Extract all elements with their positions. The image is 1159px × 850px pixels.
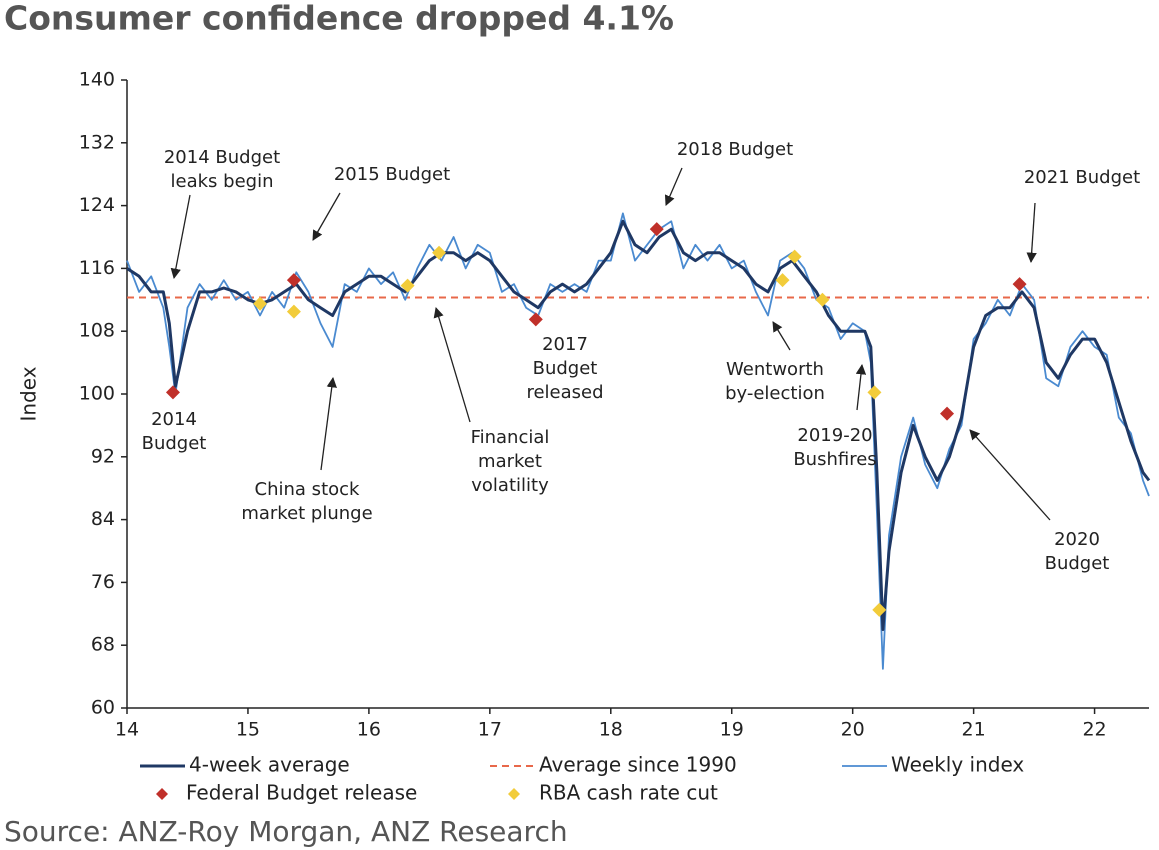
y-tick-label: 76 [91, 571, 115, 593]
marker [815, 292, 830, 307]
legend-label: RBA cash rate cut [539, 781, 718, 805]
annotation: market [478, 451, 542, 472]
marker [940, 406, 955, 421]
y-tick-label: 100 [79, 383, 115, 405]
source: Source: ANZ-Roy Morgan, ANZ Research [4, 815, 568, 848]
marker [528, 312, 543, 327]
annotation-arrow [433, 307, 471, 423]
annotation: market plunge [241, 503, 372, 524]
marker [1012, 277, 1027, 292]
annotation: Budget [142, 433, 207, 454]
y-tick-label: 116 [79, 257, 115, 279]
y-tick-label: 132 [79, 131, 115, 153]
x-tick-label: 17 [478, 719, 502, 741]
annotation-arrow [320, 376, 337, 471]
x-tick-label: 21 [962, 719, 986, 741]
annotation: 2017 [542, 334, 588, 355]
x-tick-label: 22 [1082, 719, 1106, 741]
x-tick-label: 16 [357, 719, 381, 741]
x-tick-label: 18 [599, 719, 623, 741]
annotation: Financial [471, 427, 550, 448]
y-tick-label: 60 [91, 697, 115, 719]
annotation: 2014 [151, 409, 197, 430]
annotation: Budget [533, 358, 598, 379]
annotation-arrow [312, 192, 341, 241]
annotation: released [526, 382, 603, 403]
marker [867, 385, 882, 400]
annotation: 2014 Budget [164, 147, 280, 168]
marker [649, 222, 664, 237]
annotation: China stock [255, 479, 360, 500]
marker [286, 273, 301, 288]
x-tick-label: 14 [115, 719, 139, 741]
y-tick-label: 92 [91, 445, 115, 467]
marker [286, 304, 301, 319]
marker [432, 245, 447, 260]
annotation: volatility [471, 475, 549, 496]
y-tick-label: 124 [79, 194, 115, 216]
annotation: 2018 Budget [677, 139, 793, 160]
annotation: by-election [725, 383, 825, 404]
legend-swatch [156, 788, 168, 800]
legend-label: Weekly index [891, 753, 1024, 777]
annotation-arrow [170, 194, 191, 280]
y-tick-label: 68 [91, 634, 115, 656]
marker [775, 273, 790, 288]
chart-title: Consumer confidence dropped 4.1% [4, 0, 674, 38]
annotation: leaks begin [171, 171, 274, 192]
annotation: 2019-20 [797, 425, 872, 446]
annotation-arrow [1026, 202, 1037, 264]
annotation-arrow [664, 167, 683, 206]
annotation: 2021 Budget [1024, 167, 1140, 188]
annotation: 2015 Budget [334, 164, 450, 185]
series-line [126, 219, 1151, 631]
x-tick-label: 20 [841, 719, 865, 741]
y-axis-label: Index [17, 366, 41, 421]
y-tick-label: 140 [79, 69, 115, 91]
marker [787, 249, 802, 264]
legend-label: 4-week average [189, 753, 350, 777]
marker [400, 278, 415, 293]
y-tick-label: 84 [91, 508, 115, 530]
marker [872, 602, 887, 617]
annotation: Bushfires [793, 449, 876, 470]
annotation-arrow [855, 363, 867, 411]
annotation: Wentworth [726, 359, 824, 380]
series-line [126, 212, 1150, 670]
y-tick-label: 108 [79, 320, 115, 342]
annotation: Budget [1045, 553, 1110, 574]
marker [165, 385, 180, 400]
marker [253, 296, 268, 311]
annotation-arrow [772, 321, 791, 351]
legend-label: Federal Budget release [186, 781, 417, 805]
annotation-arrow [969, 429, 1051, 521]
x-tick-label: 19 [720, 719, 744, 741]
legend-label: Average since 1990 [539, 753, 737, 777]
legend-swatch [508, 788, 520, 800]
annotation: 2020 [1054, 529, 1100, 550]
x-tick-label: 15 [236, 719, 260, 741]
